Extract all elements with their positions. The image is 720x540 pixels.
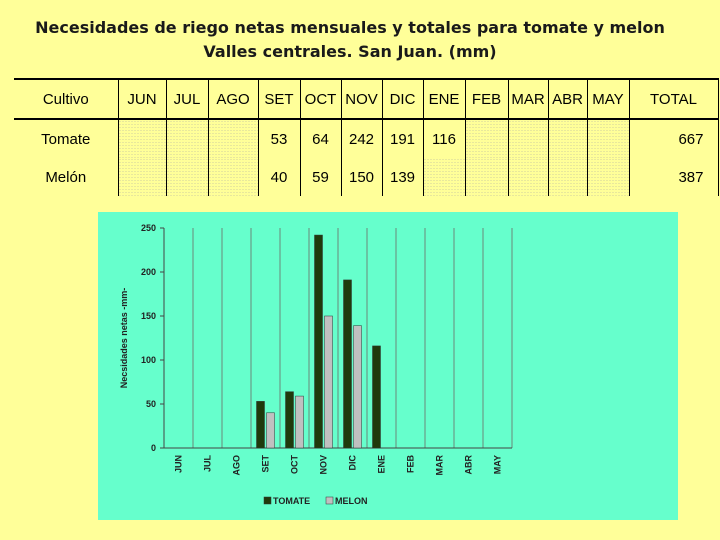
bar-tomate-ene bbox=[372, 345, 381, 449]
header-jul: JUL bbox=[165, 78, 208, 120]
cell-melon-ene bbox=[422, 158, 465, 196]
x-tick-label: MAR bbox=[435, 455, 445, 476]
cell-melon-may bbox=[586, 158, 629, 196]
cell-tomate-oct: 64 bbox=[299, 119, 341, 158]
cell-tomate-ene: 116 bbox=[422, 119, 465, 158]
data-table: Cultivo JUN JUL AGO SET OCT NOV DIC ENE … bbox=[14, 78, 719, 196]
cell-melon-dic: 139 bbox=[381, 158, 423, 196]
chart-area: 0 50 100 150 200 250 Necsidades netas -mm- JUN J… bbox=[98, 212, 678, 520]
legend-swatch-melon bbox=[325, 496, 334, 505]
header-jun: JUN bbox=[117, 78, 166, 120]
header-may: MAY bbox=[586, 78, 629, 120]
cell-melon-ago bbox=[207, 158, 258, 196]
x-tick-label: OCT bbox=[290, 455, 300, 475]
y-tick-label: 150 bbox=[141, 311, 156, 321]
cell-melon-nov: 150 bbox=[340, 158, 382, 196]
table-row-melon: Melón 40 59 150 139 387 bbox=[14, 158, 719, 196]
x-tick-label: NOV bbox=[319, 455, 329, 475]
row-crop-tomate: Tomate bbox=[41, 130, 91, 148]
cell-melon-feb bbox=[464, 158, 508, 196]
table-header-row: Cultivo JUN JUL AGO SET OCT NOV DIC ENE … bbox=[14, 78, 719, 120]
title-line-1: Necesidades de riego netas mensuales y t… bbox=[35, 18, 665, 37]
cell-melon-jul bbox=[165, 158, 208, 196]
y-axis-label: Necsidades netas -mm- bbox=[119, 288, 129, 389]
cell-tomate-jul bbox=[165, 119, 208, 158]
bar-melon-oct bbox=[295, 395, 304, 449]
bar-melon-nov bbox=[324, 315, 333, 449]
cell-tomate-mar bbox=[507, 119, 548, 158]
cell-tomate-jun bbox=[117, 119, 166, 158]
y-tick-label: 200 bbox=[141, 267, 156, 277]
x-tick-label: DIC bbox=[348, 455, 358, 471]
bar-melon-set bbox=[266, 412, 275, 449]
legend-swatch-tomate bbox=[263, 496, 272, 505]
cell-tomate-dic: 191 bbox=[381, 119, 423, 158]
header-total: TOTAL bbox=[628, 78, 719, 120]
bar-tomate-set bbox=[256, 401, 265, 449]
legend-label-tomate: TOMATE bbox=[273, 496, 310, 506]
header-ene: ENE bbox=[422, 78, 465, 120]
x-tick-label: JUL bbox=[203, 455, 213, 473]
y-tick-label: 0 bbox=[151, 443, 156, 453]
bar-chart: 0 50 100 150 200 250 Necsidades netas -mm- JUN J… bbox=[119, 223, 513, 506]
cell-tomate-abr bbox=[547, 119, 587, 158]
cell-melon-set: 40 bbox=[257, 158, 300, 196]
x-tick-label: FEB bbox=[406, 454, 416, 473]
cell-melon-abr bbox=[547, 158, 587, 196]
legend-label-melon: MELON bbox=[335, 496, 368, 506]
cell-melon-total: 387 bbox=[628, 158, 719, 196]
header-dic: DIC bbox=[381, 78, 423, 120]
cell-tomate-total: 667 bbox=[628, 119, 719, 158]
x-tick-label: SET bbox=[261, 455, 271, 473]
x-tick-label: AGO bbox=[232, 455, 242, 476]
header-abr: ABR bbox=[547, 78, 587, 120]
chart-title: Necesidades de riego netas mensuales y t… bbox=[0, 16, 700, 64]
cell-tomate-set: 53 bbox=[257, 119, 300, 158]
header-feb: FEB bbox=[464, 78, 508, 120]
cell-melon-mar bbox=[507, 158, 548, 196]
row-crop-melon: Melón bbox=[45, 168, 87, 186]
y-tick-label: 50 bbox=[146, 399, 156, 409]
header-cultivo: Cultivo bbox=[14, 78, 118, 120]
cell-melon-oct: 59 bbox=[299, 158, 341, 196]
header-oct: OCT bbox=[299, 78, 341, 120]
cell-tomate-may bbox=[586, 119, 629, 158]
y-tick-label: 250 bbox=[141, 223, 156, 233]
title-line-2: Valles centrales. San Juan. (mm) bbox=[203, 42, 497, 61]
header-set: SET bbox=[257, 78, 300, 120]
x-tick-label: ENE bbox=[377, 455, 387, 474]
bar-tomate-nov bbox=[314, 234, 323, 449]
header-nov: NOV bbox=[340, 78, 382, 120]
cell-tomate-feb bbox=[464, 119, 508, 158]
bar-tomate-dic bbox=[343, 279, 352, 449]
cell-tomate-ago bbox=[207, 119, 258, 158]
x-tick-label: JUN bbox=[174, 455, 184, 473]
y-tick-label: 100 bbox=[141, 355, 156, 365]
x-tick-label: MAY bbox=[493, 455, 503, 474]
x-tick-label: ABR bbox=[464, 455, 474, 475]
table-row-tomate: Tomate 53 64 242 191 116 667 bbox=[14, 119, 719, 158]
cell-tomate-nov: 242 bbox=[340, 119, 382, 158]
header-ago: AGO bbox=[207, 78, 258, 120]
bar-tomate-oct bbox=[285, 391, 294, 449]
header-mar: MAR bbox=[507, 78, 548, 120]
bar-melon-dic bbox=[353, 325, 362, 449]
cell-melon-jun bbox=[117, 158, 166, 196]
